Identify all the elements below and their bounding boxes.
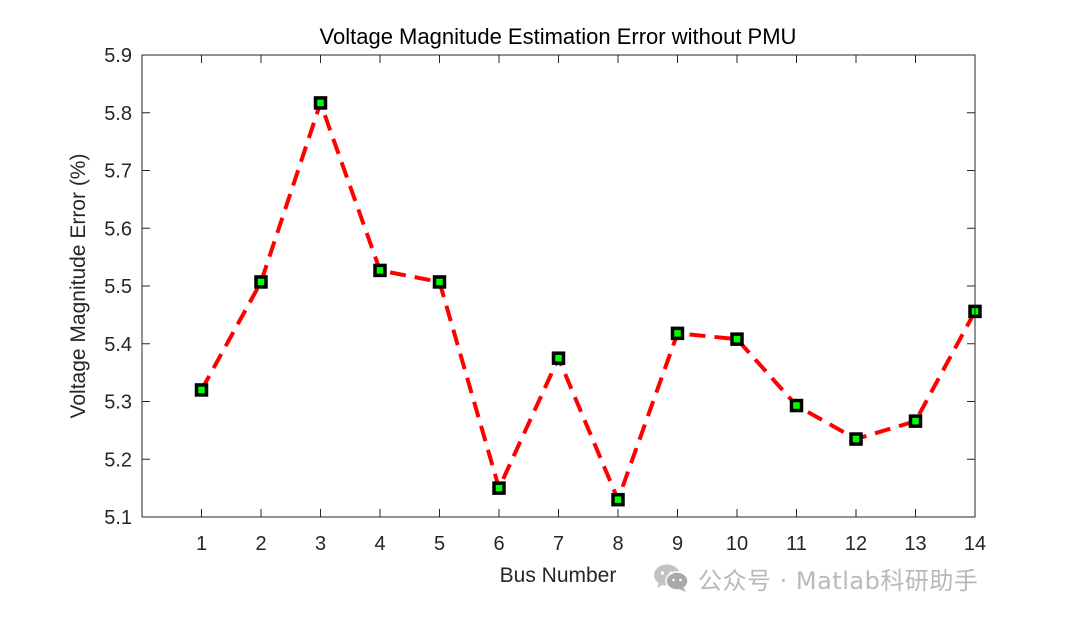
chart-title: Voltage Magnitude Estimation Error witho… — [320, 24, 797, 49]
x-tick-label: 6 — [493, 533, 504, 555]
series-line-group — [199, 100, 977, 502]
x-tick-label: 1 — [196, 533, 207, 555]
y-tick-label: 5.6 — [104, 218, 132, 240]
data-point-marker — [194, 383, 209, 397]
x-tick-label: 13 — [904, 533, 926, 555]
x-tick-label: 8 — [612, 533, 623, 555]
data-point-marker — [730, 332, 744, 346]
y-tick-label: 5.1 — [104, 507, 132, 529]
x-tick-label: 9 — [672, 533, 683, 555]
y-tick-label: 5.7 — [104, 161, 132, 183]
x-tick-label: 5 — [434, 533, 445, 555]
y-axis-ticks: 5.1 5.2 5.3 5.4 5.5 5.6 5.7 5.8 5.9 — [104, 45, 975, 529]
y-tick-label: 5.9 — [104, 45, 132, 67]
x-tick-label: 4 — [374, 533, 385, 555]
data-point-marker — [611, 492, 625, 507]
x-tick-label: 7 — [553, 533, 564, 555]
data-point-marker — [492, 481, 506, 495]
x-tick-label: 2 — [255, 533, 266, 555]
data-point-marker — [670, 326, 685, 341]
data-point-marker — [373, 263, 387, 278]
data-point-marker — [789, 398, 804, 413]
y-tick-label: 5.3 — [104, 392, 132, 414]
data-point-marker — [849, 432, 863, 446]
x-tick-label: 10 — [726, 533, 748, 555]
watermark-text: 公众号 · Matlab科研助手 — [698, 566, 979, 595]
data-point-marker — [254, 275, 268, 289]
y-tick-label: 5.4 — [104, 334, 132, 356]
y-tick-label: 5.2 — [104, 449, 132, 471]
data-point-marker — [313, 96, 328, 110]
watermark: 公众号 · Matlab科研助手 — [652, 560, 978, 596]
series-line — [199, 100, 977, 502]
x-axis-label: Bus Number — [500, 564, 617, 587]
x-tick-label: 11 — [786, 533, 807, 555]
data-point-marker — [551, 351, 566, 365]
y-tick-label: 5.8 — [104, 103, 132, 125]
data-point-marker — [432, 275, 447, 289]
x-axis-ticks: 1 2 3 4 5 6 7 8 9 10 11 12 13 14 — [196, 55, 986, 555]
wechat-icon — [654, 564, 689, 592]
x-tick-label: 12 — [845, 533, 867, 555]
x-tick-label: 14 — [964, 533, 986, 555]
axes-box — [141, 54, 976, 518]
data-point-marker — [908, 414, 923, 428]
x-tick-label: 3 — [315, 533, 326, 555]
y-tick-label: 5.5 — [104, 276, 132, 298]
plot-area — [142, 55, 975, 517]
y-axis-label: Voltage Magnitude Error (%) — [67, 154, 90, 419]
